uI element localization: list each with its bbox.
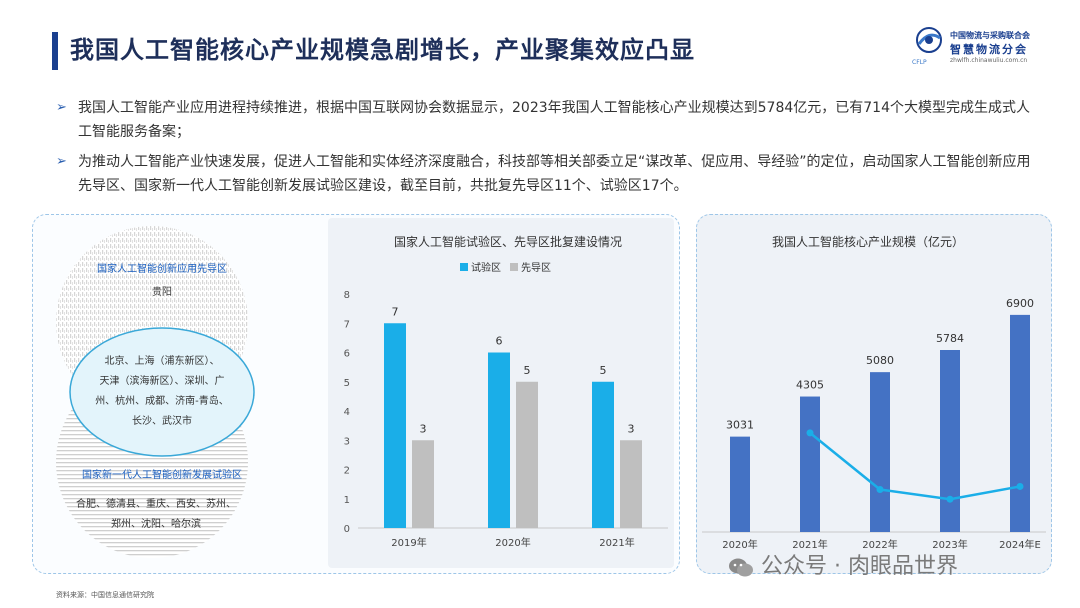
y-tick-label: 3 bbox=[344, 436, 350, 447]
pilot-only-cities: 贵阳 bbox=[152, 285, 172, 298]
logo: CFLP 中国物流与采购联合会 智慧物流分会 zhwlfh.chinawuliu… bbox=[912, 26, 1072, 70]
y-tick-label: 4 bbox=[344, 407, 350, 418]
bullet-item: ➢ 为推动人工智能产业快速发展，促进人工智能和实体经济深度融合，科技部等相关部委… bbox=[56, 150, 1036, 198]
x-tick-label: 2019年 bbox=[391, 536, 426, 549]
data-label: 3 bbox=[628, 422, 635, 435]
legend-swatch-test bbox=[460, 263, 468, 271]
bullet-text: 为推动人工智能产业快速发展，促进人工智能和实体经济深度融合，科技部等相关部委立足… bbox=[78, 154, 1031, 194]
data-label: 5 bbox=[524, 364, 531, 377]
x-tick-label: 2022年 bbox=[862, 538, 897, 551]
data-label: 6 bbox=[496, 335, 503, 348]
bar-test bbox=[488, 352, 510, 528]
wechat-watermark: 公众号 · 肉眼品世界 bbox=[728, 548, 958, 580]
overlap-cities-line: 长沙、武汉市 bbox=[132, 414, 192, 427]
wechat-icon bbox=[728, 556, 754, 578]
x-tick-label: 2021年 bbox=[599, 536, 634, 549]
chart-title: 我国人工智能核心产业规模（亿元） bbox=[772, 234, 964, 249]
data-label: 3 bbox=[420, 422, 427, 435]
overlap-cities-line: 天津（滨海新区）、深圳、广 bbox=[100, 374, 225, 387]
overlap-cities-line: 北京、上海（浦东新区）、 bbox=[105, 354, 220, 367]
arrow-icon: ➢ bbox=[56, 100, 67, 115]
data-label: 7 bbox=[392, 305, 399, 318]
bar-scale bbox=[1010, 314, 1030, 532]
bar-pilot bbox=[516, 381, 538, 528]
bar-scale bbox=[800, 396, 820, 532]
logo-org-name: 中国物流与采购联合会 bbox=[950, 31, 1030, 40]
data-label: 5784 bbox=[936, 332, 964, 345]
source-note: 资料来源：中国信息通信研究院 bbox=[56, 591, 154, 599]
bullet-text: 我国人工智能产业应用进程持续推进，根据中国互联网协会数据显示，2023年我国人工… bbox=[78, 100, 1030, 140]
data-label: 5 bbox=[600, 364, 607, 377]
logo-url: zhwlfh.chinawuliu.com.cn bbox=[950, 57, 1028, 64]
bar-test bbox=[592, 381, 614, 528]
bar-pilot bbox=[412, 440, 434, 528]
venn-diagram: 国家人工智能创新应用先导区 贵阳 北京、上海（浦东新区）、 天津（滨海新区）、深… bbox=[56, 226, 255, 558]
overlap-cities-line: 州、杭州、成都、济南-青岛、 bbox=[95, 394, 229, 407]
data-label: 3031 bbox=[726, 419, 754, 432]
page-title: 我国人工智能核心产业规模急剧增长，产业聚集效应凸显 bbox=[70, 36, 695, 64]
globe-logo-icon bbox=[916, 27, 942, 53]
test-zone-label: 国家新一代人工智能创新发展试验区 bbox=[82, 468, 242, 481]
legend-swatch-pilot bbox=[510, 263, 518, 271]
chart-title: 国家人工智能试验区、先导区批复建设情况 bbox=[394, 234, 622, 249]
growth-point bbox=[876, 486, 884, 494]
bar-test bbox=[384, 323, 406, 528]
legend-label-pilot: 先导区 bbox=[521, 262, 551, 274]
data-label: 6900 bbox=[1006, 297, 1034, 310]
bar-pilot bbox=[620, 440, 642, 528]
x-tick-label: 2021年 bbox=[792, 538, 827, 551]
bar-scale bbox=[730, 436, 750, 532]
pilot-zone-label: 国家人工智能创新应用先导区 bbox=[97, 262, 227, 275]
y-tick-label: 1 bbox=[344, 495, 350, 506]
arrow-icon: ➢ bbox=[56, 154, 67, 169]
bullet-list: ➢ 我国人工智能产业应用进程持续推进，根据中国互联网协会数据显示，2023年我国… bbox=[56, 96, 1036, 204]
bar-scale bbox=[940, 349, 960, 532]
test-only-cities-line: 郑州、沈阳、哈尔滨 bbox=[111, 517, 201, 530]
x-tick-label: 2024年E bbox=[999, 538, 1041, 551]
y-tick-label: 0 bbox=[344, 524, 350, 535]
y-tick-label: 7 bbox=[344, 319, 350, 330]
logo-branch-name: 智慧物流分会 bbox=[950, 43, 1028, 56]
y-tick-label: 8 bbox=[344, 290, 350, 301]
growth-point bbox=[806, 429, 814, 437]
data-label: 4305 bbox=[796, 379, 824, 392]
test-only-cities-line: 合肥、德清县、重庆、西安、苏州、 bbox=[76, 497, 236, 510]
overlap-ellipse bbox=[69, 327, 255, 457]
title-accent-bar bbox=[52, 32, 58, 70]
growth-point bbox=[946, 495, 954, 503]
logo-abbrev: CFLP bbox=[912, 59, 927, 66]
growth-point bbox=[1016, 482, 1024, 490]
y-tick-label: 2 bbox=[344, 466, 350, 477]
x-tick-label: 2020年 bbox=[495, 536, 530, 549]
x-tick-label: 2023年 bbox=[932, 538, 967, 551]
x-tick-label: 2020年 bbox=[722, 538, 757, 551]
watermark-text: 公众号 · 肉眼品世界 bbox=[761, 554, 958, 579]
y-tick-label: 6 bbox=[344, 349, 350, 360]
growth-line bbox=[809, 431, 1021, 501]
approval-bar-chart: 国家人工智能试验区、先导区批复建设情况 试验区 先导区 0 1 2 3 4 5 6 7 8 7 3… bbox=[344, 234, 668, 549]
bullet-item: ➢ 我国人工智能产业应用进程持续推进，根据中国互联网协会数据显示，2023年我国… bbox=[56, 96, 1036, 144]
y-tick-label: 5 bbox=[344, 378, 350, 389]
legend-label-test: 试验区 bbox=[471, 261, 501, 274]
industry-scale-chart: 我国人工智能核心产业规模（亿元） 3031 4305 5080 5784 6900 20… bbox=[702, 234, 1046, 551]
bar-scale bbox=[870, 372, 890, 532]
data-label: 5080 bbox=[866, 354, 894, 367]
